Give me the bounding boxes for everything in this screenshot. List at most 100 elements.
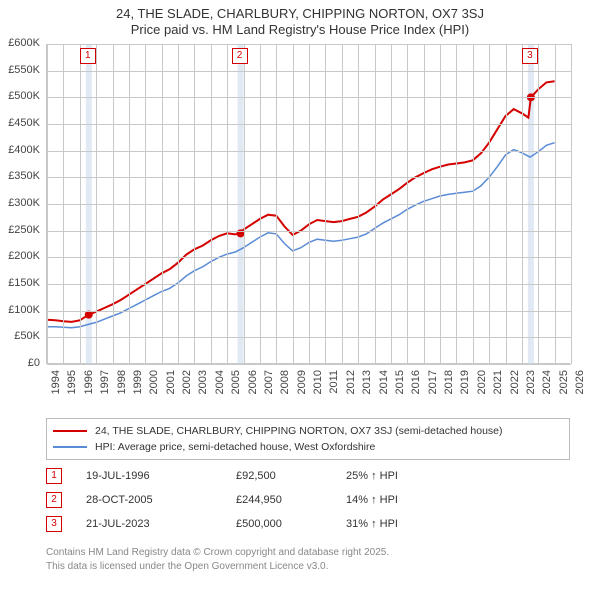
footnote: Contains HM Land Registry data © Crown c… — [46, 546, 570, 573]
x-gridline — [227, 44, 228, 364]
sale-marker-box: 2 — [232, 48, 248, 64]
x-tick-label: 2009 — [296, 370, 308, 404]
x-tick-label: 2002 — [181, 370, 193, 404]
legend-swatch-hpi — [53, 446, 87, 448]
x-gridline — [309, 44, 310, 364]
y-tick-label: £100K — [0, 304, 40, 316]
x-tick-label: 1998 — [116, 370, 128, 404]
x-tick-label: 2010 — [312, 370, 324, 404]
x-tick-label: 2014 — [378, 370, 390, 404]
x-gridline — [129, 44, 130, 364]
footnote-line-1: Contains HM Land Registry data © Crown c… — [46, 547, 389, 558]
x-tick-label: 2021 — [492, 370, 504, 404]
y-tick-label: £450K — [0, 117, 40, 129]
x-tick-label: 1994 — [50, 370, 62, 404]
x-gridline — [522, 44, 523, 364]
legend-label-hpi: HPI: Average price, semi-detached house,… — [95, 441, 375, 453]
footnote-line-2: This data is licensed under the Open Gov… — [46, 561, 328, 572]
x-tick-label: 2018 — [443, 370, 455, 404]
y-tick-label: £300K — [0, 197, 40, 209]
x-tick-label: 2020 — [476, 370, 488, 404]
sales-table-row: 119-JUL-1996£92,50025% ↑ HPI — [46, 464, 570, 488]
x-tick-label: 2004 — [214, 370, 226, 404]
series-property — [47, 81, 555, 322]
x-tick-label: 1996 — [83, 370, 95, 404]
x-gridline — [113, 44, 114, 364]
sale-marker-box: 3 — [522, 48, 538, 64]
x-tick-label: 2007 — [263, 370, 275, 404]
x-tick-label: 2022 — [509, 370, 521, 404]
x-tick-label: 2005 — [230, 370, 242, 404]
sales-row-delta: 31% ↑ HPI — [346, 518, 466, 530]
sales-row-delta: 14% ↑ HPI — [346, 494, 466, 506]
legend-label-property: 24, THE SLADE, CHARLBURY, CHIPPING NORTO… — [95, 425, 503, 437]
plot-area — [46, 44, 570, 364]
title-line-1: 24, THE SLADE, CHARLBURY, CHIPPING NORTO… — [0, 6, 600, 22]
x-tick-label: 2013 — [361, 370, 373, 404]
x-tick-label: 2017 — [427, 370, 439, 404]
x-gridline — [145, 44, 146, 364]
series-hpi — [47, 143, 555, 328]
x-gridline — [276, 44, 277, 364]
sales-row-price: £244,950 — [236, 494, 346, 506]
sales-row-price: £92,500 — [236, 470, 346, 482]
x-tick-label: 2011 — [328, 370, 340, 404]
x-tick-label: 2012 — [345, 370, 357, 404]
legend-item-property: 24, THE SLADE, CHARLBURY, CHIPPING NORTO… — [53, 423, 563, 439]
x-gridline — [489, 44, 490, 364]
x-tick-label: 2019 — [459, 370, 471, 404]
x-gridline — [260, 44, 261, 364]
x-gridline — [538, 44, 539, 364]
x-tick-label: 1999 — [132, 370, 144, 404]
sales-table: 119-JUL-1996£92,50025% ↑ HPI228-OCT-2005… — [46, 464, 570, 536]
y-tick-label: £600K — [0, 37, 40, 49]
x-tick-label: 2026 — [574, 370, 586, 404]
legend: 24, THE SLADE, CHARLBURY, CHIPPING NORTO… — [46, 418, 570, 460]
y-tick-label: £50K — [0, 330, 40, 342]
x-gridline — [80, 44, 81, 364]
x-gridline — [325, 44, 326, 364]
x-gridline — [293, 44, 294, 364]
x-gridline — [342, 44, 343, 364]
x-tick-label: 2003 — [197, 370, 209, 404]
x-tick-label: 2025 — [558, 370, 570, 404]
x-tick-label: 1995 — [66, 370, 78, 404]
sale-marker-box: 1 — [80, 48, 96, 64]
x-gridline — [63, 44, 64, 364]
sales-row-price: £500,000 — [236, 518, 346, 530]
sales-row-marker: 1 — [46, 468, 62, 484]
y-tick-label: £550K — [0, 64, 40, 76]
sales-row-date: 21-JUL-2023 — [86, 518, 236, 530]
x-gridline — [375, 44, 376, 364]
x-tick-label: 2023 — [525, 370, 537, 404]
legend-item-hpi: HPI: Average price, semi-detached house,… — [53, 439, 563, 455]
x-gridline — [162, 44, 163, 364]
y-tick-label: £150K — [0, 277, 40, 289]
y-tick-label: £250K — [0, 224, 40, 236]
x-gridline — [456, 44, 457, 364]
x-tick-label: 2008 — [279, 370, 291, 404]
sales-table-row: 228-OCT-2005£244,95014% ↑ HPI — [46, 488, 570, 512]
x-gridline — [244, 44, 245, 364]
x-tick-label: 1997 — [99, 370, 111, 404]
x-tick-label: 2016 — [410, 370, 422, 404]
x-tick-label: 2000 — [148, 370, 160, 404]
sales-row-date: 19-JUL-1996 — [86, 470, 236, 482]
x-gridline — [473, 44, 474, 364]
x-gridline — [96, 44, 97, 364]
y-tick-label: £500K — [0, 90, 40, 102]
x-gridline — [407, 44, 408, 364]
x-gridline — [506, 44, 507, 364]
x-gridline — [555, 44, 556, 364]
sales-table-row: 321-JUL-2023£500,00031% ↑ HPI — [46, 512, 570, 536]
y-tick-label: £400K — [0, 144, 40, 156]
sales-row-marker: 2 — [46, 492, 62, 508]
y-tick-label: £350K — [0, 170, 40, 182]
x-gridline — [194, 44, 195, 364]
x-gridline — [571, 44, 572, 364]
legend-swatch-property — [53, 430, 87, 432]
price-chart: £0£50K£100K£150K£200K£250K£300K£350K£400… — [0, 40, 600, 410]
x-gridline — [47, 44, 48, 364]
x-gridline — [391, 44, 392, 364]
x-tick-label: 2001 — [165, 370, 177, 404]
